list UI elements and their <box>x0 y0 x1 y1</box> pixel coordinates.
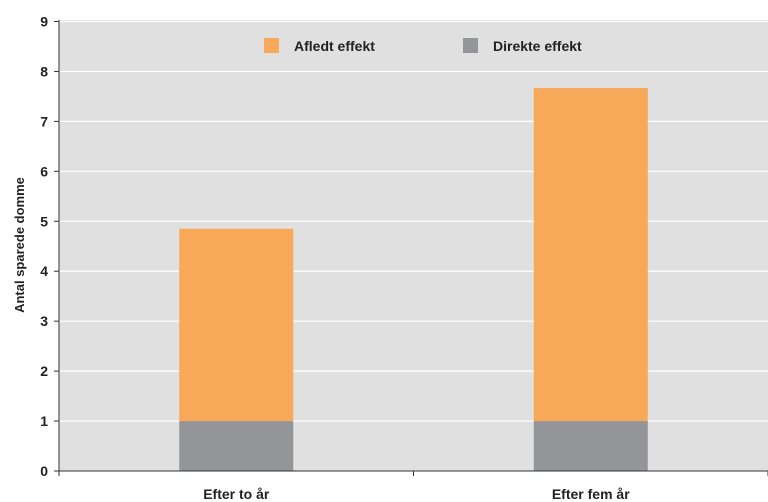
bar-segment <box>533 87 648 422</box>
legend-label: Afledt effekt <box>294 38 375 54</box>
x-tick-label: Efter to år <box>203 486 270 502</box>
y-tick-label: 5 <box>40 213 48 229</box>
y-tick-label: 4 <box>40 263 48 279</box>
y-tick-label: 3 <box>40 313 48 329</box>
plot-area <box>59 20 768 471</box>
bar-segment <box>533 421 648 471</box>
legend: Afledt effekt Direkte effekt <box>264 38 582 54</box>
y-tick-label: 8 <box>40 63 48 79</box>
legend-swatch <box>264 38 279 53</box>
y-tick-label: 2 <box>40 363 48 379</box>
axes <box>54 20 768 476</box>
gridlines <box>59 20 768 422</box>
bar-segment <box>179 421 294 471</box>
y-tick-label: 6 <box>40 163 48 179</box>
x-tick-label: Efter fem år <box>552 486 630 502</box>
y-tick-label: 9 <box>40 14 48 30</box>
x-tick-labels: Efter to år Efter fem år <box>203 486 630 502</box>
legend-label: Direkte effekt <box>493 38 582 54</box>
y-tick-labels: 0 1 2 3 4 5 6 7 8 9 <box>40 14 48 480</box>
y-tick-label: 7 <box>40 113 48 129</box>
y-tick-label: 1 <box>40 413 48 429</box>
bars <box>179 87 648 471</box>
legend-swatch <box>463 38 478 53</box>
bar-segment <box>179 228 294 422</box>
y-tick-label: 0 <box>40 463 48 479</box>
y-axis-title: Antal sparede domme <box>12 177 27 313</box>
